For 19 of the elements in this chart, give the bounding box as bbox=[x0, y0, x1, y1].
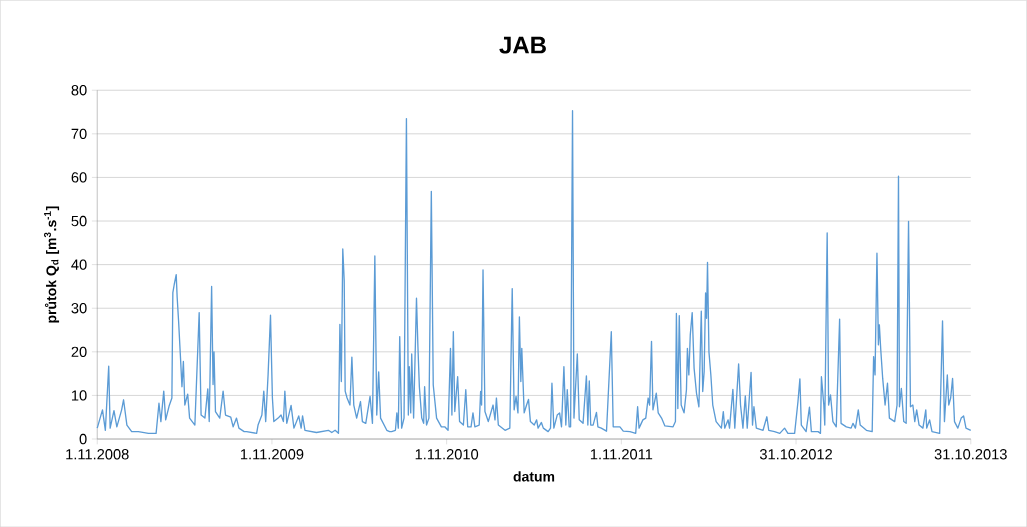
y-tick-label: 20 bbox=[71, 346, 87, 357]
y-tick-label: 30 bbox=[71, 302, 87, 314]
y-tick-label: 0 bbox=[79, 433, 87, 445]
x-tick-label: 31.10.2013 bbox=[934, 448, 1007, 460]
y-tick-label: 70 bbox=[71, 128, 87, 139]
x-axis-title: datum bbox=[513, 471, 555, 482]
x-tick-label: 31.10.2012 bbox=[759, 448, 832, 460]
y-axis-title: průtok Q$_{d}$ [m$^{3}$.s$^{-1}$] bbox=[44, 206, 60, 323]
y-tick-label: 10 bbox=[71, 390, 87, 401]
x-tick-label: 1.11.2010 bbox=[415, 448, 479, 460]
x-tick-label: 1.11.2008 bbox=[66, 448, 129, 460]
x-tick-label: 1.11.2011 bbox=[590, 448, 653, 460]
chart-title: JAB bbox=[499, 36, 546, 54]
y-tick-label: 50 bbox=[71, 215, 87, 227]
y-tick-label: 40 bbox=[71, 259, 87, 270]
line-series bbox=[96, 109, 972, 434]
y-tick-label: 60 bbox=[71, 172, 87, 183]
y-tick-label: 80 bbox=[71, 84, 87, 96]
x-tick-label: 1.11.2009 bbox=[240, 448, 304, 460]
